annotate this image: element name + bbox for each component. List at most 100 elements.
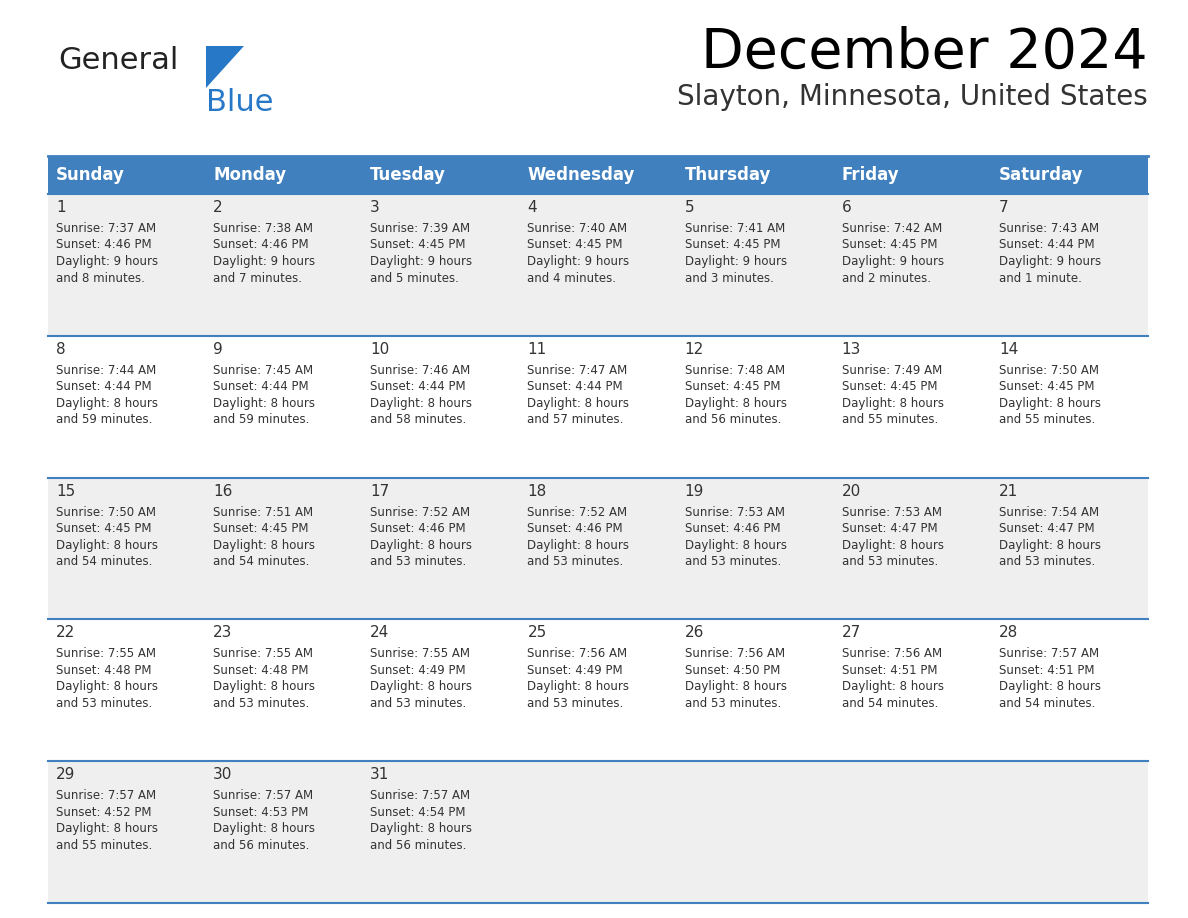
Text: Daylight: 8 hours: Daylight: 8 hours xyxy=(371,823,473,835)
Bar xyxy=(48,620,1148,761)
Text: and 5 minutes.: and 5 minutes. xyxy=(371,272,459,285)
Text: Sunset: 4:44 PM: Sunset: 4:44 PM xyxy=(56,380,152,393)
Text: Daylight: 8 hours: Daylight: 8 hours xyxy=(684,397,786,409)
Text: Sunrise: 7:56 AM: Sunrise: 7:56 AM xyxy=(842,647,942,660)
Text: 6: 6 xyxy=(842,200,852,215)
Text: Sunrise: 7:51 AM: Sunrise: 7:51 AM xyxy=(213,506,314,519)
Text: Sunday: Sunday xyxy=(56,166,125,184)
Text: Daylight: 8 hours: Daylight: 8 hours xyxy=(56,397,158,409)
Text: and 59 minutes.: and 59 minutes. xyxy=(56,413,152,426)
Text: 19: 19 xyxy=(684,484,704,498)
Text: Daylight: 8 hours: Daylight: 8 hours xyxy=(371,539,473,552)
Text: Sunrise: 7:55 AM: Sunrise: 7:55 AM xyxy=(213,647,314,660)
Text: Daylight: 9 hours: Daylight: 9 hours xyxy=(684,255,786,268)
Text: Sunrise: 7:43 AM: Sunrise: 7:43 AM xyxy=(999,222,1099,235)
Text: and 53 minutes.: and 53 minutes. xyxy=(527,697,624,710)
Text: 29: 29 xyxy=(56,767,75,782)
Bar xyxy=(48,761,1148,903)
Text: 31: 31 xyxy=(371,767,390,782)
Text: 17: 17 xyxy=(371,484,390,498)
Text: Daylight: 8 hours: Daylight: 8 hours xyxy=(684,539,786,552)
Text: 18: 18 xyxy=(527,484,546,498)
Text: Sunset: 4:52 PM: Sunset: 4:52 PM xyxy=(56,806,152,819)
Text: Sunset: 4:45 PM: Sunset: 4:45 PM xyxy=(371,239,466,252)
Text: Daylight: 8 hours: Daylight: 8 hours xyxy=(371,680,473,693)
Text: Sunset: 4:49 PM: Sunset: 4:49 PM xyxy=(527,664,623,677)
Text: 1: 1 xyxy=(56,200,65,215)
Polygon shape xyxy=(206,46,244,88)
Text: Sunrise: 7:45 AM: Sunrise: 7:45 AM xyxy=(213,364,314,376)
Text: 26: 26 xyxy=(684,625,704,641)
Text: Sunset: 4:53 PM: Sunset: 4:53 PM xyxy=(213,806,309,819)
Bar xyxy=(48,336,1148,477)
Text: Sunset: 4:45 PM: Sunset: 4:45 PM xyxy=(999,380,1094,393)
Text: and 53 minutes.: and 53 minutes. xyxy=(999,555,1095,568)
Bar xyxy=(48,477,1148,620)
Text: Daylight: 8 hours: Daylight: 8 hours xyxy=(842,539,943,552)
Text: Sunrise: 7:53 AM: Sunrise: 7:53 AM xyxy=(842,506,942,519)
Text: Sunrise: 7:52 AM: Sunrise: 7:52 AM xyxy=(527,506,627,519)
Text: Daylight: 9 hours: Daylight: 9 hours xyxy=(56,255,158,268)
Text: Sunset: 4:45 PM: Sunset: 4:45 PM xyxy=(842,380,937,393)
Text: and 58 minutes.: and 58 minutes. xyxy=(371,413,467,426)
Text: Daylight: 8 hours: Daylight: 8 hours xyxy=(999,680,1101,693)
Text: and 53 minutes.: and 53 minutes. xyxy=(527,555,624,568)
Text: Sunrise: 7:47 AM: Sunrise: 7:47 AM xyxy=(527,364,627,376)
Text: Sunset: 4:45 PM: Sunset: 4:45 PM xyxy=(527,239,623,252)
Text: 3: 3 xyxy=(371,200,380,215)
Text: Sunrise: 7:57 AM: Sunrise: 7:57 AM xyxy=(999,647,1099,660)
Text: Sunset: 4:46 PM: Sunset: 4:46 PM xyxy=(56,239,152,252)
Text: Sunset: 4:51 PM: Sunset: 4:51 PM xyxy=(999,664,1094,677)
Text: Daylight: 8 hours: Daylight: 8 hours xyxy=(684,680,786,693)
Text: Sunset: 4:44 PM: Sunset: 4:44 PM xyxy=(371,380,466,393)
Text: Slayton, Minnesota, United States: Slayton, Minnesota, United States xyxy=(677,83,1148,111)
Text: Daylight: 8 hours: Daylight: 8 hours xyxy=(527,680,630,693)
Text: Daylight: 8 hours: Daylight: 8 hours xyxy=(213,397,315,409)
Text: and 54 minutes.: and 54 minutes. xyxy=(842,697,939,710)
Text: Sunrise: 7:38 AM: Sunrise: 7:38 AM xyxy=(213,222,314,235)
Text: Daylight: 8 hours: Daylight: 8 hours xyxy=(999,539,1101,552)
Text: Friday: Friday xyxy=(842,166,899,184)
Text: Sunset: 4:46 PM: Sunset: 4:46 PM xyxy=(371,522,466,535)
Text: Sunrise: 7:41 AM: Sunrise: 7:41 AM xyxy=(684,222,785,235)
Text: Sunrise: 7:49 AM: Sunrise: 7:49 AM xyxy=(842,364,942,376)
Text: and 53 minutes.: and 53 minutes. xyxy=(213,697,309,710)
Text: Daylight: 8 hours: Daylight: 8 hours xyxy=(56,539,158,552)
Text: 22: 22 xyxy=(56,625,75,641)
Text: Sunset: 4:46 PM: Sunset: 4:46 PM xyxy=(213,239,309,252)
Text: Sunrise: 7:55 AM: Sunrise: 7:55 AM xyxy=(56,647,156,660)
Text: and 53 minutes.: and 53 minutes. xyxy=(842,555,939,568)
Text: 24: 24 xyxy=(371,625,390,641)
Text: Sunrise: 7:40 AM: Sunrise: 7:40 AM xyxy=(527,222,627,235)
Text: Sunrise: 7:57 AM: Sunrise: 7:57 AM xyxy=(371,789,470,802)
Text: 30: 30 xyxy=(213,767,233,782)
Text: Sunset: 4:54 PM: Sunset: 4:54 PM xyxy=(371,806,466,819)
Text: Daylight: 9 hours: Daylight: 9 hours xyxy=(371,255,473,268)
Text: Daylight: 9 hours: Daylight: 9 hours xyxy=(842,255,943,268)
Text: Sunrise: 7:39 AM: Sunrise: 7:39 AM xyxy=(371,222,470,235)
Text: and 54 minutes.: and 54 minutes. xyxy=(999,697,1095,710)
Text: 16: 16 xyxy=(213,484,233,498)
Text: Daylight: 8 hours: Daylight: 8 hours xyxy=(527,539,630,552)
Text: December 2024: December 2024 xyxy=(701,26,1148,80)
Text: Daylight: 9 hours: Daylight: 9 hours xyxy=(527,255,630,268)
Text: Sunset: 4:51 PM: Sunset: 4:51 PM xyxy=(842,664,937,677)
Text: Daylight: 8 hours: Daylight: 8 hours xyxy=(56,680,158,693)
Text: Daylight: 9 hours: Daylight: 9 hours xyxy=(213,255,315,268)
Text: and 1 minute.: and 1 minute. xyxy=(999,272,1082,285)
Text: Thursday: Thursday xyxy=(684,166,771,184)
Text: and 55 minutes.: and 55 minutes. xyxy=(842,413,939,426)
Text: Sunrise: 7:54 AM: Sunrise: 7:54 AM xyxy=(999,506,1099,519)
Text: and 56 minutes.: and 56 minutes. xyxy=(371,839,467,852)
Text: General: General xyxy=(58,46,178,75)
Text: 15: 15 xyxy=(56,484,75,498)
Text: Daylight: 8 hours: Daylight: 8 hours xyxy=(842,397,943,409)
Text: 8: 8 xyxy=(56,341,65,357)
Text: and 53 minutes.: and 53 minutes. xyxy=(371,697,467,710)
Text: 11: 11 xyxy=(527,341,546,357)
Text: and 59 minutes.: and 59 minutes. xyxy=(213,413,310,426)
Text: Daylight: 8 hours: Daylight: 8 hours xyxy=(527,397,630,409)
Text: Blue: Blue xyxy=(206,88,273,117)
Text: 7: 7 xyxy=(999,200,1009,215)
Text: 14: 14 xyxy=(999,341,1018,357)
